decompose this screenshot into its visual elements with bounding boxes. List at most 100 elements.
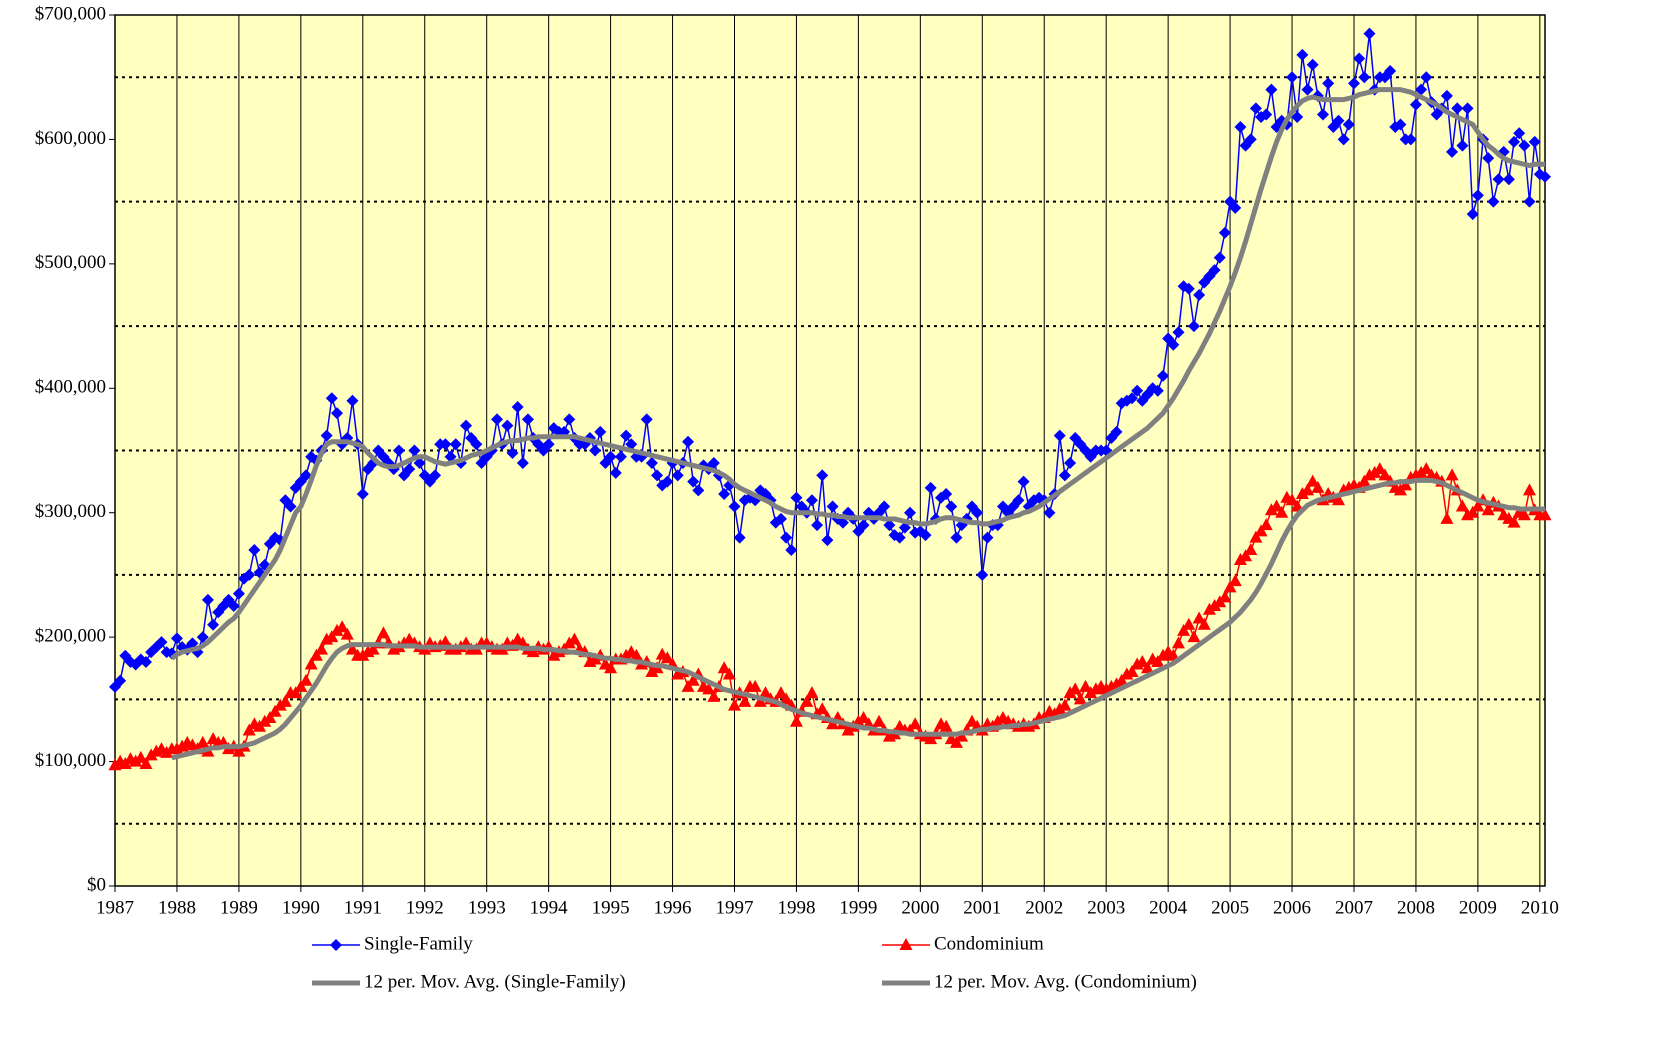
triangle-marker	[1171, 636, 1185, 649]
triangle-marker	[899, 938, 913, 950]
triangle-marker	[826, 717, 840, 730]
diamond-marker	[139, 656, 152, 669]
diamond-marker	[1265, 83, 1278, 96]
triangle-marker	[707, 689, 721, 702]
triangle-marker	[939, 719, 953, 732]
diamond-marker	[449, 438, 462, 451]
diamond-marker	[687, 475, 700, 488]
triangle-marker	[604, 661, 618, 674]
diamond-marker	[1167, 338, 1180, 351]
diamond-marker	[609, 466, 622, 479]
legend-label: 12 per. Mov. Avg. (Single-Family)	[364, 971, 626, 992]
triangle-marker	[1068, 682, 1082, 695]
diamond-marker	[1053, 429, 1066, 442]
diamond-marker	[170, 632, 183, 645]
diamond-marker	[790, 491, 803, 504]
triangle-marker	[1151, 655, 1165, 668]
triangle-marker	[1218, 590, 1232, 603]
y-tick-label: $700,000	[35, 3, 106, 24]
triangle-marker	[1290, 499, 1304, 512]
triangle-marker	[1270, 499, 1284, 512]
triangle-marker	[1275, 505, 1289, 518]
triangle-marker	[1523, 483, 1537, 496]
diamond-marker	[1482, 152, 1495, 165]
triangle-marker	[278, 694, 292, 707]
diamond-marker	[785, 544, 798, 557]
triangle-marker	[815, 702, 829, 715]
diamond-marker	[1110, 425, 1123, 438]
x-tick-label: 2006	[1273, 897, 1311, 918]
diamond-marker	[460, 419, 473, 432]
triangle-marker	[738, 694, 752, 707]
diamond-marker	[439, 438, 452, 451]
triangle-marker	[681, 679, 695, 692]
triangle-marker	[1357, 474, 1371, 487]
diamond-marker	[1446, 145, 1459, 158]
triangle-marker	[1254, 524, 1268, 537]
diamond-marker	[1244, 133, 1257, 146]
diamond-marker	[1332, 114, 1345, 127]
diamond-marker	[1151, 384, 1164, 397]
diamond-marker	[1487, 195, 1500, 208]
plot-border	[114, 14, 1546, 887]
diamond-marker	[661, 475, 674, 488]
x-tick-label: 1999	[839, 897, 877, 918]
triangle-marker	[1182, 617, 1196, 630]
triangle-marker	[1239, 549, 1253, 562]
diamond-marker	[1508, 135, 1521, 148]
triangle-marker	[134, 750, 148, 763]
diamond-marker	[232, 587, 245, 600]
diamond-marker	[506, 446, 519, 459]
y-tick-label: $400,000	[35, 377, 106, 398]
diamond-marker	[243, 568, 256, 581]
diamond-marker	[671, 469, 684, 482]
diamond-marker	[516, 456, 529, 469]
triangle-marker	[758, 686, 772, 699]
y-tick-label: $600,000	[35, 128, 106, 149]
diamond-marker	[971, 506, 984, 519]
series-line	[114, 32, 1546, 688]
diamond-marker	[1404, 133, 1417, 146]
diamond-marker	[320, 429, 333, 442]
triangle-marker	[196, 735, 210, 748]
triangle-marker	[314, 642, 328, 655]
triangle-marker	[1466, 505, 1480, 518]
diamond-marker	[330, 407, 343, 420]
triangle-marker	[1285, 493, 1299, 506]
triangle-marker	[702, 682, 716, 695]
diamond-marker	[1539, 170, 1551, 183]
diamond-marker	[1234, 120, 1247, 133]
diamond-marker	[1451, 102, 1464, 115]
legend-item: Single-Family	[312, 933, 473, 954]
x-tick-label: 1988	[158, 897, 196, 918]
diamond-marker	[950, 531, 963, 544]
diamond-marker	[1466, 208, 1479, 221]
diamond-marker	[1528, 135, 1541, 148]
triangle-marker	[263, 711, 277, 724]
diamond-marker	[1461, 102, 1474, 115]
triangle-marker	[1306, 474, 1320, 487]
triangle-marker	[1244, 543, 1258, 556]
x-tick-label: 2004	[1149, 897, 1188, 918]
x-tick-label: 1989	[220, 897, 258, 918]
x-tick-label: 1990	[282, 897, 320, 918]
triangle-marker	[299, 673, 313, 686]
diamond-marker	[893, 531, 906, 544]
triangle-marker	[376, 626, 390, 639]
diamond-marker	[1187, 320, 1200, 333]
triangle-marker	[1177, 623, 1191, 636]
x-tick-label: 2003	[1087, 897, 1125, 918]
triangle-marker	[1192, 611, 1206, 624]
diamond-marker	[645, 456, 658, 469]
diamond-marker	[1342, 118, 1355, 131]
diamond-marker	[620, 429, 633, 442]
triangle-marker	[1135, 655, 1149, 668]
diamond-marker	[604, 450, 617, 463]
diamond-marker	[1502, 173, 1515, 186]
diamond-marker	[919, 529, 932, 542]
diamond-marker	[1291, 111, 1304, 124]
diamond-marker	[1492, 173, 1505, 186]
diamond-marker	[356, 488, 369, 501]
x-tick-label: 2000	[901, 897, 939, 918]
triangle-marker	[1373, 462, 1387, 475]
